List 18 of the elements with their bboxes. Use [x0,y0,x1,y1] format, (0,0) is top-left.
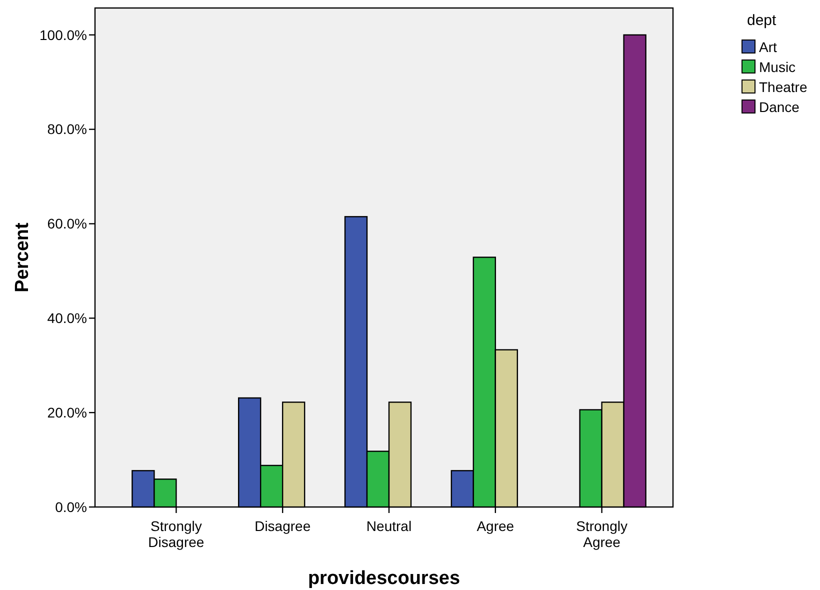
y-tick-label: 80.0% [47,121,87,138]
x-tick-label: Strongly Agree [576,518,628,550]
legend-label: Art [759,39,777,55]
y-tick-label: 20.0% [47,404,87,420]
legend-label: Dance [759,99,800,115]
y-tick-label: 0.0% [55,498,87,515]
x-tick-label: Neutral [366,518,412,534]
y-tick-label: 60.0% [47,216,87,232]
legend-label: Theatre [759,79,808,95]
y-tick-label: 40.0% [47,310,87,326]
x-axis-title: providescourses [308,568,460,589]
x-tick-label: Agree [476,518,514,534]
x-tick-label: Strongly Disagree [148,518,204,550]
legend-title: dept [747,12,778,29]
y-tick-label: 100.0% [40,26,87,43]
y-axis-title: Percent [12,222,33,292]
legend-label: Music [759,59,796,75]
x-tick-label: Disagree [254,518,311,534]
